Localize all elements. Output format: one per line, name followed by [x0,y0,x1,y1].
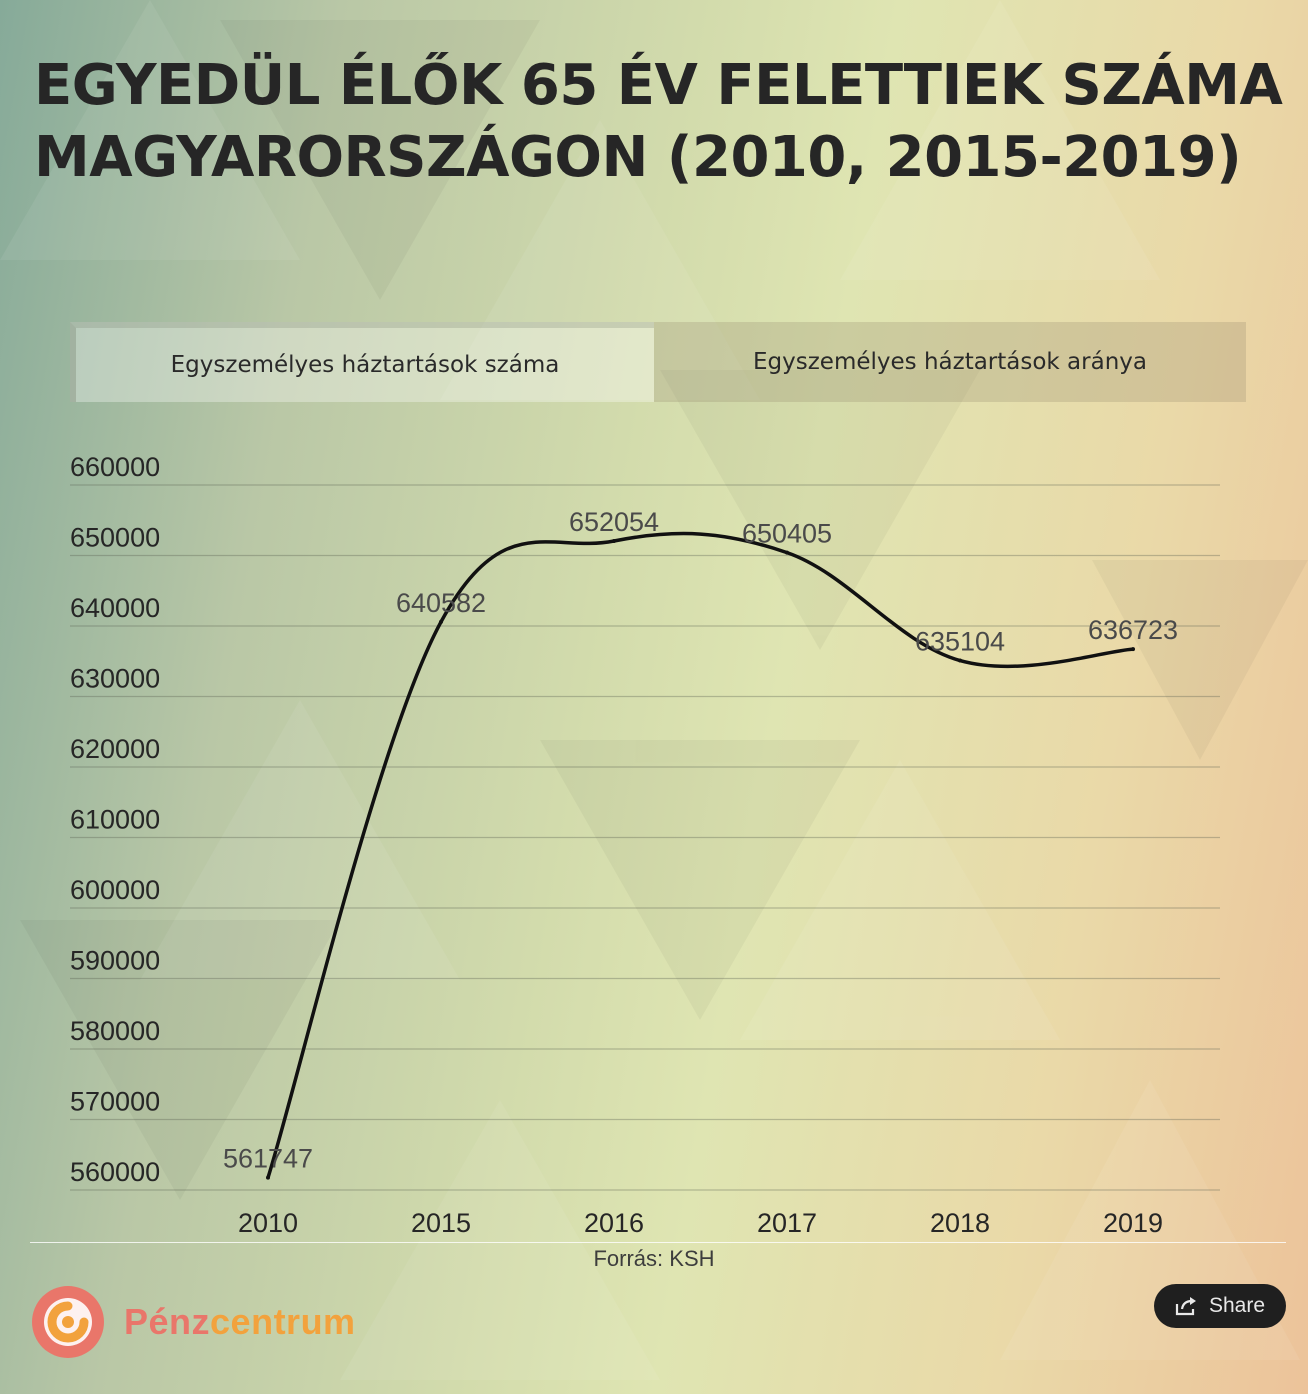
brand-logo[interactable]: Pénzcentrum [30,1284,356,1360]
data-point [439,619,443,624]
x-tick-label: 2019 [1103,1208,1163,1238]
title-line-1: EGYEDÜL ÉLŐK 65 ÉV FELETTIEK SZÁMA [34,53,1283,118]
y-tick-label: 600000 [70,875,160,905]
y-tick-label: 570000 [70,1087,160,1117]
y-tick-label: 650000 [70,523,160,553]
tab-households-count[interactable]: Egyszemélyes háztartások száma [70,322,654,402]
y-tick-label: 560000 [70,1157,160,1187]
data-point [785,550,789,555]
y-tick-label: 610000 [70,805,160,835]
tab-bar: Egyszemélyes háztartások száma Egyszemél… [70,322,1246,402]
data-point [1131,647,1135,652]
y-tick-label: 580000 [70,1016,160,1046]
share-button[interactable]: Share [1154,1284,1286,1328]
x-tick-label: 2017 [757,1208,817,1238]
source-note: Forrás: KSH [593,1246,715,1271]
data-point [266,1175,270,1180]
y-tick-label: 660000 [70,452,160,482]
data-label: 640582 [396,588,486,618]
y-tick-label: 640000 [70,593,160,623]
data-label: 635104 [915,627,1005,657]
data-label: 636723 [1088,615,1178,645]
footer-divider [30,1242,1286,1243]
data-point [958,658,962,663]
y-tick-label: 630000 [70,664,160,694]
x-tick-label: 2015 [411,1208,471,1238]
data-label: 652054 [569,507,659,537]
y-tick-label: 620000 [70,734,160,764]
title-line-2: MAGYARORSZÁGON (2010, 2015-2019) [34,125,1242,190]
page-title: EGYEDÜL ÉLŐK 65 ÉV FELETTIEK SZÁMA MAGYA… [34,50,1284,194]
brand-name: Pénzcentrum [124,1301,356,1343]
data-label: 561747 [223,1144,313,1174]
x-tick-label: 2016 [584,1208,644,1238]
x-tick-label: 2018 [930,1208,990,1238]
brand-name-part-1: Pénz [124,1301,211,1342]
share-icon [1175,1297,1196,1316]
data-point [612,539,616,544]
y-tick-label: 590000 [70,946,160,976]
tab-households-ratio[interactable]: Egyszemélyes háztartások aránya [654,322,1246,402]
line-chart: 560000 570000 580000 590000 600000 610000 6200… [70,452,1220,1238]
share-label: Share [1208,1294,1266,1317]
x-tick-label: 2010 [238,1208,298,1238]
brand-name-part-2: centrum [210,1301,356,1342]
data-label: 650405 [742,519,832,549]
penzcentrum-logo-icon [32,1286,104,1358]
